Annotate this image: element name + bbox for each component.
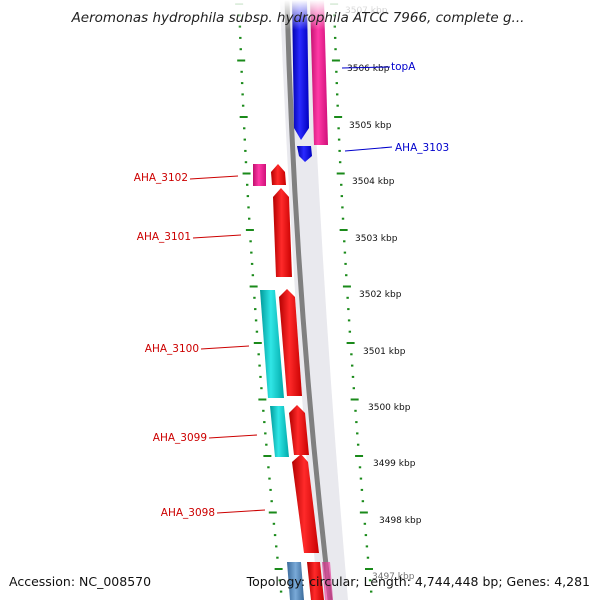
gene-label-aha-3102[interactable]: AHA_3102 [134, 172, 188, 184]
leader-topa [341, 66, 391, 69]
gene-label-aha-3101[interactable]: AHA_3101 [137, 231, 191, 243]
backbone-band [280, 0, 348, 600]
accession-text: Accession: NC_008570 [9, 574, 151, 589]
ruler-label-3499: 3499 kbp [373, 459, 416, 469]
gene-red-bottom[interactable] [307, 562, 324, 600]
leader-aha-3098 [216, 509, 266, 514]
gene-label-aha-3103[interactable]: AHA_3103 [395, 142, 449, 154]
gene-aha-3099-cyan[interactable] [270, 406, 289, 457]
gene-aha-3103[interactable] [297, 146, 312, 162]
gene-aha-3098[interactable] [292, 454, 319, 553]
ruler-label-3501: 3501 kbp [363, 347, 406, 357]
gene-aha-3102-pink[interactable] [253, 164, 266, 186]
ruler-label-3504: 3504 kbp [352, 177, 395, 187]
ruler-ticks [235, 3, 374, 593]
ruler-label-3503: 3503 kbp [355, 234, 398, 244]
ruler-label-3498: 3498 kbp [379, 516, 422, 526]
ruler-label-3502: 3502 kbp [359, 290, 402, 300]
gene-pink-upper[interactable] [310, 0, 328, 145]
gene-features [253, 0, 333, 600]
gene-aha-3100-cyan[interactable] [260, 290, 284, 398]
backbone-line [284, 0, 333, 600]
ruler-label-3505: 3505 kbp [349, 121, 392, 131]
gene-steel-bottom[interactable] [287, 562, 304, 600]
gene-aha-3099-red[interactable] [289, 405, 309, 455]
leader-aha-3103 [344, 146, 393, 152]
gene-aha-3101[interactable] [273, 188, 292, 277]
leader-aha-3100 [200, 345, 250, 350]
leader-aha-3101 [192, 234, 242, 239]
gene-aha-3102-red[interactable] [271, 164, 286, 185]
title-backing [0, 0, 600, 30]
gene-label-aha-3100[interactable]: AHA_3100 [145, 343, 199, 355]
gene-aha-3100-red[interactable] [279, 289, 302, 396]
ruler-label-3500: 3500 kbp [368, 403, 411, 413]
gene-label-topa[interactable]: topA [391, 61, 416, 73]
topology-summary: Topology: circular; Length: 4,744,448 bp… [246, 574, 590, 589]
leader-aha-3099 [208, 434, 258, 439]
gene-pink-bottom[interactable] [322, 562, 333, 600]
ruler-label-faint-bottom: 3497 kbp [372, 572, 415, 582]
gene-label-aha-3098[interactable]: AHA_3098 [161, 507, 215, 519]
gene-topa[interactable] [292, 0, 309, 140]
leader-aha-3102 [189, 175, 239, 180]
gene-label-aha-3099[interactable]: AHA_3099 [153, 432, 207, 444]
map-title: Aeromonas hydrophila subsp. hydrophila A… [71, 10, 525, 26]
ruler-label-3506: 3506 kbp [347, 64, 390, 74]
